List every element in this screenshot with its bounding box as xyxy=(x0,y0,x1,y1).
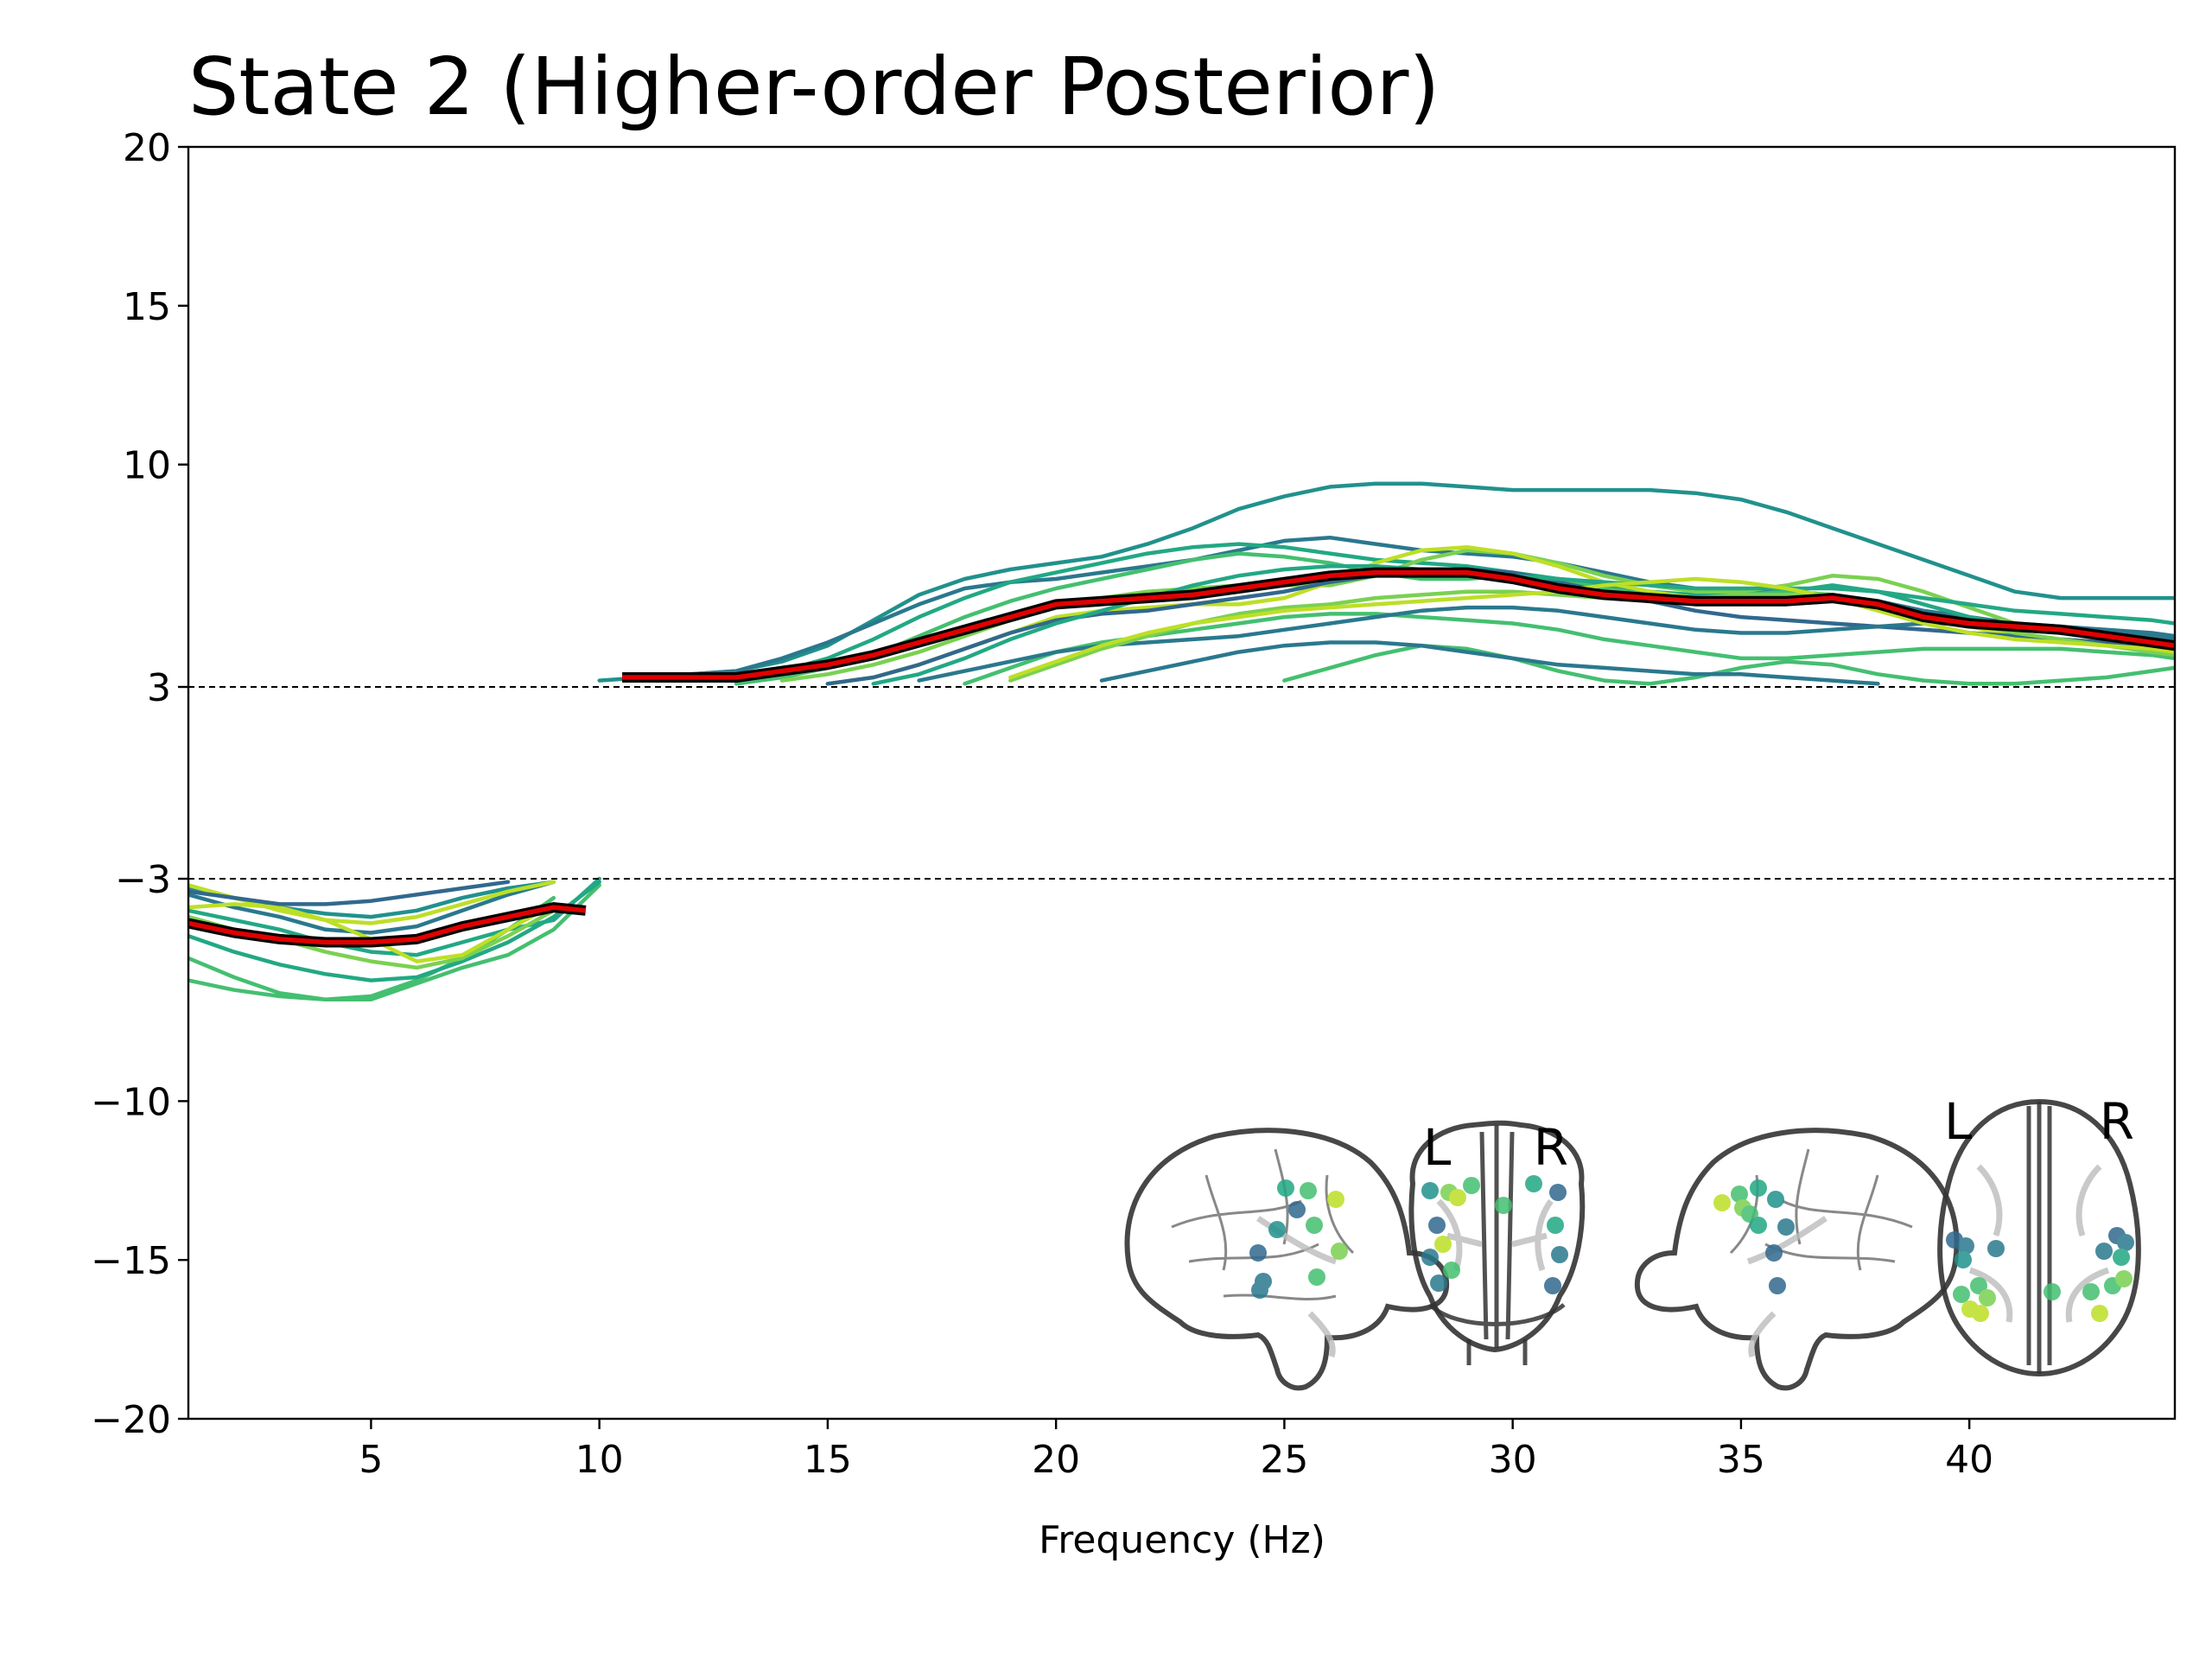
brain-nodes xyxy=(1713,1179,1795,1294)
x-tick-label: 5 xyxy=(359,1438,383,1482)
x-tick-label: 30 xyxy=(1489,1438,1537,1482)
series-line-13 xyxy=(1099,640,1880,686)
series-line-22 xyxy=(188,880,556,925)
brain-view-coronal: L R xyxy=(1408,1118,1586,1365)
brain-nodes xyxy=(1421,1175,1568,1294)
series-line-19 xyxy=(188,880,601,982)
series-line-12 xyxy=(1008,576,2175,680)
brain-view-left-sagittal xyxy=(1124,1128,1450,1391)
y-tick-label: −3 xyxy=(115,858,171,902)
series-line-2 xyxy=(689,542,2175,683)
x-tick-label: 20 xyxy=(1032,1438,1080,1482)
y-tick-label: −20 xyxy=(91,1398,171,1442)
view-label-left: L xyxy=(1944,1092,1972,1151)
series-line-0 xyxy=(597,481,2175,683)
series-line-7 xyxy=(871,564,2175,686)
brain-view-right-sagittal xyxy=(1634,1128,1960,1391)
view-label-right: R xyxy=(2100,1092,2134,1151)
x-tick-label: 15 xyxy=(804,1438,852,1482)
series-line-17 xyxy=(188,883,601,1001)
x-tick-label: 35 xyxy=(1717,1438,1765,1482)
y-tick-label: 20 xyxy=(123,126,171,170)
series-line-15 xyxy=(188,880,556,935)
plot-frame xyxy=(187,145,2177,1421)
series-line-23 xyxy=(188,880,511,906)
brain-view-axial: L R xyxy=(1937,1092,2141,1377)
glass-brain-inset: L R xyxy=(1124,1092,2141,1391)
view-label-left: L xyxy=(1423,1118,1451,1177)
y-tick-label: −10 xyxy=(91,1080,171,1124)
view-label-right: R xyxy=(1534,1118,1568,1177)
y-tick-label: 10 xyxy=(123,444,171,488)
plot-area: 20 15 10 3 −3 −10 −15 −20 5 10 15 20 25 30 35 40 Frequ… xyxy=(91,126,2177,1562)
series-line-8 xyxy=(963,612,2175,686)
x-tick-label: 25 xyxy=(1260,1438,1308,1482)
brain-nodes xyxy=(1946,1227,2134,1322)
mean-line xyxy=(188,569,2175,945)
mean-series-layer xyxy=(188,567,2175,948)
x-axis-label: Frequency (Hz) xyxy=(1039,1518,1325,1562)
y-axis: 20 15 10 3 −3 −10 −15 −20 xyxy=(91,126,188,1442)
y-tick-label: 15 xyxy=(123,285,171,329)
y-tick-label: 3 xyxy=(147,666,171,710)
brain-nodes xyxy=(1249,1179,1348,1299)
series-layer xyxy=(188,481,2175,1001)
x-axis: 5 10 15 20 25 30 35 40 xyxy=(359,1419,1993,1482)
x-tick-label: 40 xyxy=(1945,1438,1993,1482)
x-tick-label: 10 xyxy=(575,1438,624,1482)
chart-title: State 2 (Higher-order Posterior) xyxy=(188,41,1440,133)
y-tick-label: −15 xyxy=(91,1239,171,1283)
